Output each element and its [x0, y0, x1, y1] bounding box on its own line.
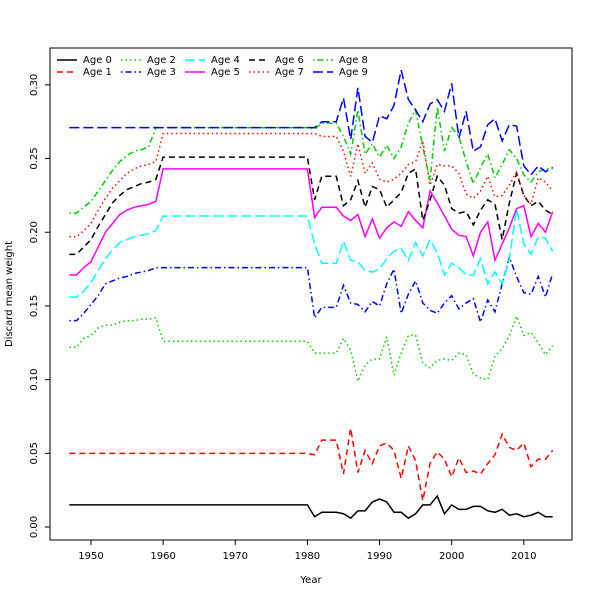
- y-tick-label: 0.30: [29, 74, 40, 96]
- legend-label: Age 5: [211, 67, 240, 78]
- series-line: [69, 132, 554, 238]
- legend-label: Age 3: [147, 67, 176, 78]
- plot-frame: [49, 47, 573, 541]
- y-tick-label: 0.15: [29, 295, 40, 317]
- series-line: [69, 168, 554, 276]
- x-tick-label: 1950: [78, 551, 103, 562]
- legend-label: Age 4: [211, 55, 240, 66]
- series-line: [69, 254, 554, 325]
- y-tick-label: 0.25: [29, 147, 40, 169]
- legend-label: Age 9: [339, 67, 368, 78]
- legend-label: Age 0: [83, 55, 112, 66]
- series-line: [69, 208, 554, 298]
- series-line: [69, 494, 553, 520]
- y-tick-label: 0.20: [29, 221, 40, 243]
- x-tick-label: 2010: [511, 551, 536, 562]
- x-tick-label: 1960: [150, 551, 175, 562]
- series-line: [69, 69, 554, 176]
- x-axis-label: Year: [299, 575, 322, 586]
- x-tick-label: 2000: [439, 551, 464, 562]
- x-tick-label: 1990: [367, 551, 392, 562]
- x-tick-label: 1970: [223, 551, 248, 562]
- legend-label: Age 2: [147, 55, 176, 66]
- y-tick-label: 0.00: [29, 516, 40, 538]
- legend-label: Age 8: [339, 55, 368, 66]
- y-tick-label: 0.10: [29, 369, 40, 391]
- x-tick-label: 1980: [295, 551, 320, 562]
- legend-label: Age 1: [83, 67, 112, 78]
- y-axis-label: Discard mean weight: [4, 241, 15, 347]
- series-line: [69, 428, 554, 501]
- series-line: [69, 156, 554, 256]
- legend-label: Age 7: [275, 67, 304, 78]
- y-tick-label: 0.05: [29, 442, 40, 464]
- legend-label: Age 6: [275, 55, 304, 66]
